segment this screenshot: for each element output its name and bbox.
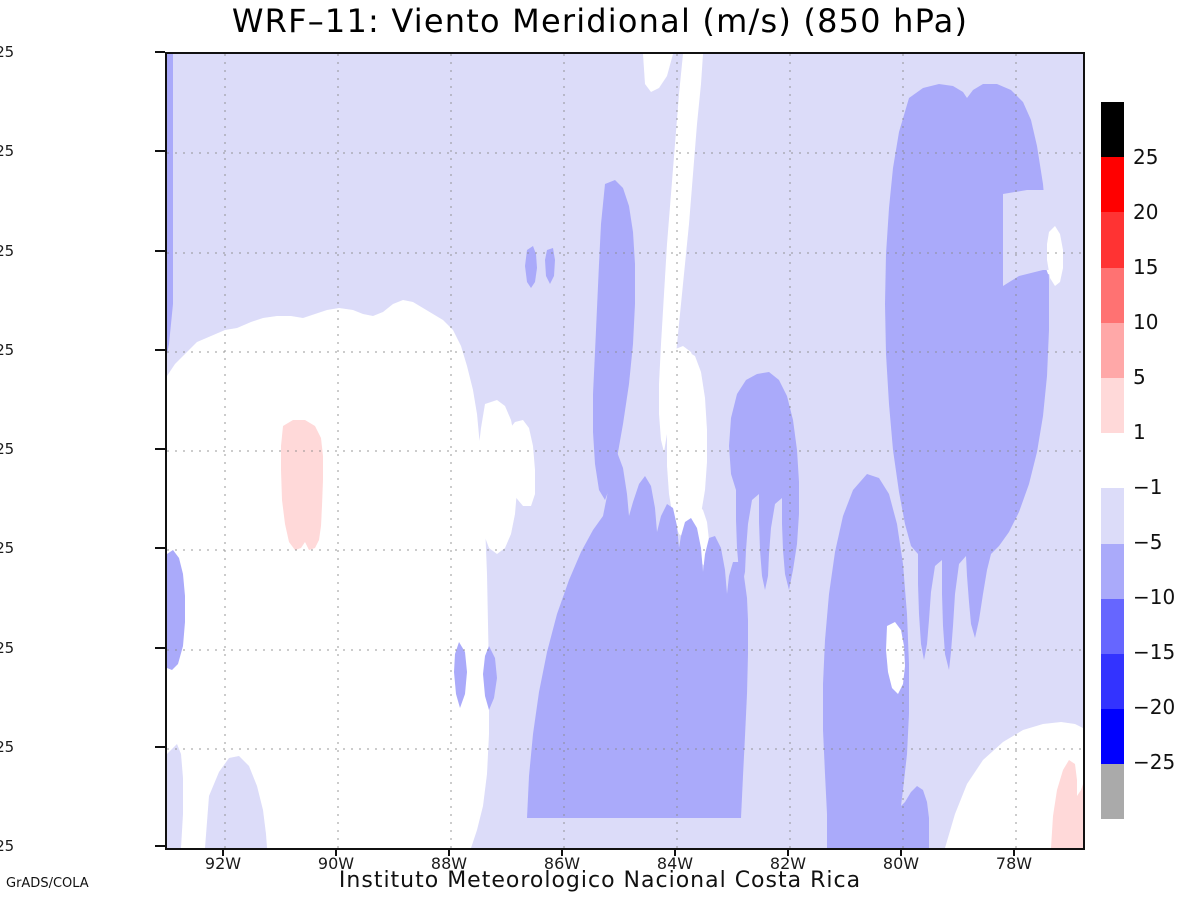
colorbar-label: −5 (1133, 530, 1163, 554)
contour-band-m5-tongue-lowleft (205, 756, 267, 848)
contour-band-m10-dot-84w (545, 248, 555, 284)
colorbar-label: 10 (1133, 310, 1159, 334)
y-axis-tick-mark (155, 547, 165, 549)
y-axis-tick-mark (155, 349, 165, 351)
colorbar-cell-cool-1 (1101, 543, 1124, 599)
contour-band-m10-diamond-a (454, 642, 467, 708)
y-axis-tick-mark (155, 150, 165, 152)
y-axis-tick-mark (155, 448, 165, 450)
page-title: WRF–11: Viento Meridional (m/s) (850 hPa… (231, 2, 969, 40)
x-axis-tick-label: 88W (430, 854, 468, 873)
credit-institute: Instituto Meteorologico Nacional Costa R… (338, 868, 862, 893)
contour-band-near-zero-center-lower (667, 350, 707, 540)
x-axis-tick-mark (787, 847, 789, 856)
x-axis-tick-label: 86W (543, 854, 581, 873)
colorbar-label: 20 (1133, 200, 1159, 224)
plot-area (165, 52, 1085, 850)
y-axis-tick-label: 09Z30OCT2025 (0, 142, 14, 160)
y-axis-tick-label: 06Z30OCT2025 (0, 43, 14, 61)
contour-band-m10-col-86w (593, 180, 635, 500)
x-axis-tick-label: 78W (995, 854, 1033, 873)
contour-band-near-zero-far-right (1047, 226, 1063, 286)
colorbar-label: 1 (1133, 420, 1146, 444)
colorbar (1101, 102, 1124, 820)
colorbar-label: −10 (1133, 585, 1176, 609)
x-axis-tick-label: 92W (204, 854, 242, 873)
contour-band-m10-fingers (729, 372, 799, 590)
colorbar-gap (1101, 433, 1124, 488)
y-axis-tick-label: 15Z30OCT2025 (0, 341, 14, 359)
contour-band-near-zero-88w (405, 346, 435, 446)
contour-band-p5-far-east (1051, 760, 1083, 848)
colorbar-cell-cool-4 (1101, 709, 1124, 765)
colorbar-cell-warm-1 (1101, 157, 1124, 213)
grid-lines (167, 54, 1083, 848)
x-axis-tick-label: 82W (769, 854, 807, 873)
colorbar-label: −1 (1133, 475, 1163, 499)
contour-band-m10-sliver-12z (525, 246, 537, 288)
contour-band-near-zero-top-slot-b (643, 54, 673, 92)
colorbar-cell-warm-3 (1101, 267, 1124, 323)
colorbar-cell-warm-4 (1101, 322, 1124, 378)
y-axis-tick-label: 03Z31OCT2025 (0, 738, 14, 756)
contour-band-near-zero-85w (477, 400, 517, 554)
colorbar-cell-cool-5 (1101, 764, 1124, 820)
colorbar-cell-warm-2 (1101, 212, 1124, 268)
y-axis-tick-label: 18Z30OCT2025 (0, 440, 14, 458)
contour-band-m10-left-edge (167, 54, 173, 354)
colorbar-label: 15 (1133, 255, 1159, 279)
x-axis-tick-mark (1013, 847, 1015, 856)
colorbar-cell-warm-5 (1101, 377, 1124, 434)
colorbar-cell-cool-2 (1101, 598, 1124, 654)
colorbar-cell-cool-3 (1101, 653, 1124, 710)
colorbar-label: 5 (1133, 365, 1146, 389)
x-axis-tick-mark (222, 847, 224, 856)
contour-band-m10-center-bottom (527, 452, 748, 818)
colorbar-label: 25 (1133, 145, 1159, 169)
contour-band-near-zero-bottom-right (945, 722, 1083, 848)
credit-grads: GrADS/COLA (6, 876, 89, 891)
x-axis-tick-label: 80W (882, 854, 920, 873)
x-axis-tick-mark (674, 847, 676, 856)
y-axis-tick-mark (155, 845, 165, 847)
colorbar-label: −15 (1133, 640, 1176, 664)
colorbar-cool-stack (1101, 488, 1124, 820)
contour-band-p5-91w-2 (281, 420, 323, 550)
x-axis-tick-mark (561, 847, 563, 856)
contour-band-m5-bottom-left (167, 744, 183, 848)
y-axis-tick-mark (155, 746, 165, 748)
contour-band-m10-diamond-b (483, 646, 497, 710)
colorbar-cell-cool-0 (1101, 488, 1124, 544)
x-axis-tick-label: 90W (317, 854, 355, 873)
y-axis-tick-label: 00Z31OCT2025 (0, 639, 14, 657)
y-axis-tick-mark (155, 647, 165, 649)
colorbar-warm-stack (1101, 102, 1124, 434)
y-axis-tick-label: 06Z31OCT2025 (0, 837, 14, 855)
x-axis-tick-mark (448, 847, 450, 856)
x-axis-tick-mark (335, 847, 337, 856)
colorbar-label: −25 (1133, 750, 1176, 774)
x-axis-tick-mark (900, 847, 902, 856)
y-axis-tick-label: 12Z30OCT2025 (0, 242, 14, 260)
colorbar-label: −20 (1133, 695, 1176, 719)
contour-field (167, 54, 1083, 848)
colorbar-cell-warm-0 (1101, 102, 1124, 158)
y-axis-tick-mark (155, 250, 165, 252)
contour-band-near-zero-lowleft (183, 370, 461, 848)
y-axis-tick-label: 21Z30OCT2025 (0, 539, 14, 557)
y-axis-tick-mark (155, 51, 165, 53)
contour-band-near-zero-79w (886, 622, 905, 694)
x-axis-tick-label: 84W (656, 854, 694, 873)
contour-band-m10-left-mid (167, 550, 185, 670)
